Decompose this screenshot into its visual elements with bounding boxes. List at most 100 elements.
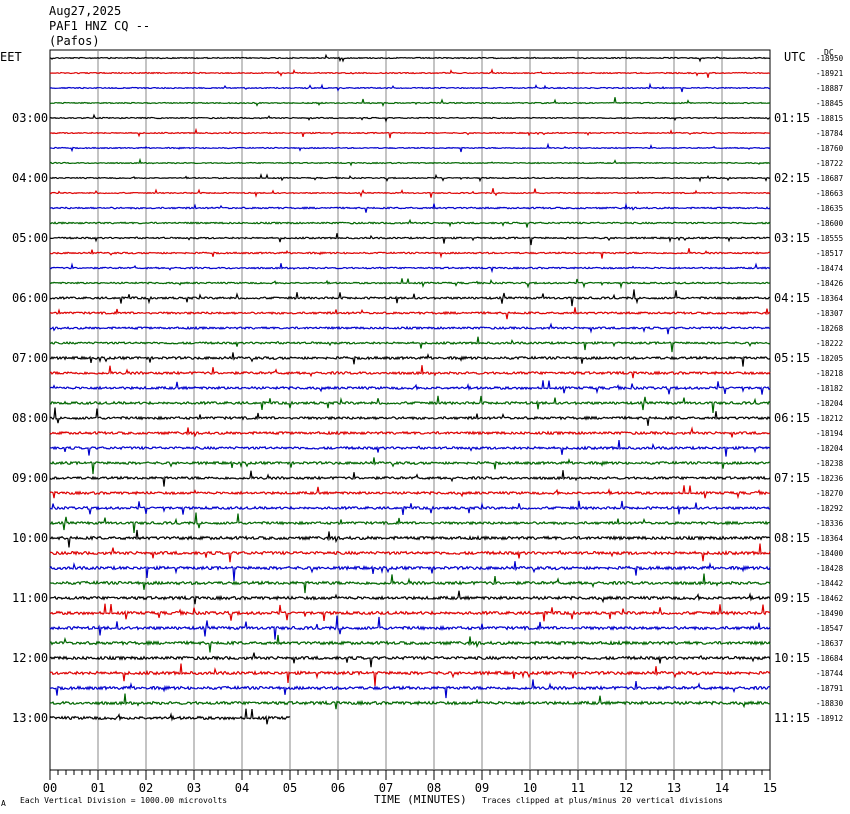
eet-hour-label: 10:00 — [12, 531, 48, 545]
trace-offset-label: -18555 — [816, 234, 843, 243]
seismic-trace — [49, 157, 770, 167]
seismic-trace — [49, 289, 771, 307]
eet-hour-label: 09:00 — [12, 471, 48, 485]
vertical-division-note: Each Vertical Division = 1000.00 microvo… — [20, 796, 228, 805]
clip-note: Traces clipped at plus/minus 20 vertical… — [482, 796, 723, 805]
seismic-trace — [49, 708, 291, 725]
eet-hour-label: 04:00 — [12, 171, 48, 185]
header-date: Aug27,2025 — [49, 4, 122, 18]
corner-mark: A — [1, 799, 6, 808]
trace-offset-label: -18687 — [816, 174, 843, 183]
x-tick-label: 09 — [475, 781, 489, 795]
eet-hour-label: 12:00 — [12, 651, 48, 665]
seismic-trace — [49, 512, 771, 533]
seismic-trace — [49, 68, 771, 78]
seismic-trace — [50, 142, 771, 153]
trace-offset-label: -18268 — [816, 324, 844, 333]
trace-offset-label: -18400 — [816, 549, 844, 558]
x-tick-label: 11 — [571, 781, 585, 795]
trace-offset-label: -18426 — [816, 279, 844, 288]
utc-hour-label: 03:15 — [774, 231, 810, 245]
trace-offset-label: -18887 — [816, 84, 843, 93]
utc-hour-label: 07:15 — [774, 471, 810, 485]
seismic-trace — [49, 663, 771, 687]
seismic-trace — [49, 457, 771, 475]
seismic-trace — [49, 218, 771, 228]
trace-offset-label: -18236 — [816, 474, 844, 483]
trace-offset-label: -18722 — [816, 159, 843, 168]
seismic-trace — [49, 97, 771, 108]
x-tick-label: 04 — [235, 781, 249, 795]
seismic-trace — [49, 529, 771, 548]
trace-offset-label: -18663 — [816, 189, 843, 198]
seismic-trace — [49, 352, 771, 367]
trace-offset-label: -18490 — [816, 609, 844, 618]
trace-offset-label: -18784 — [816, 129, 844, 138]
seismic-trace — [50, 173, 771, 183]
x-tick-label: 10 — [523, 781, 537, 795]
trace-offset-label: -18428 — [816, 564, 844, 573]
header-station: PAF1 HNZ CQ -- — [49, 19, 151, 33]
trace-offset-label: -18182 — [816, 384, 843, 393]
eet-hour-label: 13:00 — [12, 711, 48, 725]
seismic-trace — [49, 233, 771, 246]
eet-hour-label: 08:00 — [12, 411, 48, 425]
seismic-trace — [49, 395, 771, 413]
x-tick-label: 00 — [43, 781, 57, 795]
trace-offset-label: -18912 — [816, 714, 843, 723]
seismic-trace — [49, 53, 771, 63]
utc-hour-label: 01:15 — [774, 111, 810, 125]
trace-offset-label: -18950 — [816, 54, 844, 63]
utc-hour-label: 02:15 — [774, 171, 810, 185]
trace-offset-label: -18364 — [816, 294, 844, 303]
seismic-trace — [49, 652, 771, 668]
seismic-trace — [49, 603, 771, 622]
trace-offset-label: -18292 — [816, 504, 843, 513]
right-timezone-label: UTC — [784, 50, 806, 64]
plot-frame — [49, 49, 771, 771]
eet-hour-label: 03:00 — [12, 111, 48, 125]
trace-offset-label: -18744 — [816, 669, 844, 678]
header-location: (Pafos) — [49, 34, 100, 48]
x-tick-label: 06 — [331, 781, 345, 795]
trace-offset-label: -18204 — [816, 444, 844, 453]
top-right-tag: DC — [824, 48, 834, 57]
trace-offset-label: -18222 — [816, 339, 843, 348]
trace-offset-label: -18517 — [816, 249, 843, 258]
utc-hour-label: 11:15 — [774, 711, 810, 725]
seismic-trace — [49, 615, 771, 640]
seismic-trace — [49, 470, 771, 487]
seismic-trace — [49, 500, 771, 515]
seismic-trace — [49, 322, 771, 335]
seismic-trace — [49, 82, 770, 93]
trace-offset-label: -18307 — [816, 309, 843, 318]
eet-hour-label: 05:00 — [12, 231, 48, 245]
x-axis-title: TIME (MINUTES) — [374, 793, 467, 806]
seismic-trace — [49, 307, 771, 320]
seismic-trace — [50, 573, 771, 594]
eet-hour-label: 06:00 — [12, 291, 48, 305]
trace-offset-label: -18815 — [816, 114, 843, 123]
trace-offset-label: -18760 — [816, 144, 844, 153]
x-tick-label: 05 — [283, 781, 297, 795]
utc-hour-label: 09:15 — [774, 591, 810, 605]
trace-offset-label: -18637 — [816, 639, 843, 648]
x-tick-label: 15 — [763, 781, 777, 795]
seismic-trace — [49, 440, 771, 457]
trace-offset-label: -18194 — [816, 429, 844, 438]
seismic-trace — [49, 561, 771, 582]
left-timezone-label: EET — [0, 50, 22, 64]
x-tick-label: 08 — [427, 781, 441, 795]
seismic-trace — [49, 426, 771, 438]
seismic-trace — [49, 113, 771, 123]
utc-hour-label: 10:15 — [774, 651, 810, 665]
trace-offset-label: -18791 — [816, 684, 843, 693]
seismic-trace — [49, 127, 771, 139]
trace-offset-label: -18212 — [816, 414, 843, 423]
seismic-trace — [50, 590, 771, 605]
trace-offset-label: -18600 — [816, 219, 844, 228]
seismic-trace — [49, 693, 771, 710]
x-tick-label: 03 — [187, 781, 201, 795]
eet-hour-label: 11:00 — [12, 591, 48, 605]
trace-offset-label: -18921 — [816, 69, 843, 78]
